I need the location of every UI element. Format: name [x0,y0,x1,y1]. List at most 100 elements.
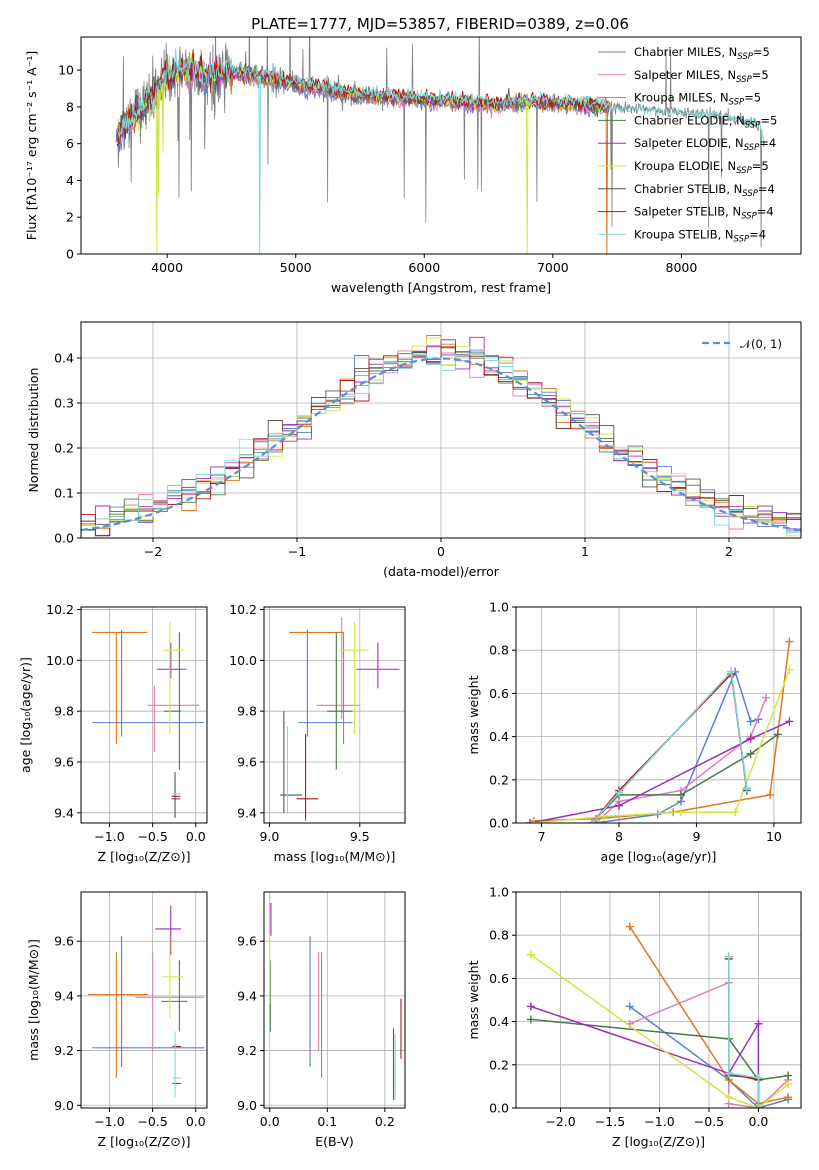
histogram-step-kroupa-stelib [81,353,801,534]
y-tick-label: 0 [66,247,74,262]
axes-residuals: −2 −1 0 1 2 0.0 0.1 0.2 0.3 0.4 (data-model)/error… [26,321,802,579]
x-axis-label: Z [log₁₀(Z/Z⊙)] [612,1134,705,1149]
y-axis-label: mass weight [466,675,481,754]
y-tick-label: 0.2 [54,441,74,456]
weight-marker-salpeter-elodie [525,819,534,823]
x-tick-label: 0.1 [317,1114,337,1129]
y-axis-label: Normed distribution [26,368,41,493]
y-tick-label: 9.4 [54,988,74,1003]
weight-marker-kroupa-miles [766,790,775,799]
weight-line-kroupa-stelib [591,670,748,823]
axes-frame [515,891,802,1109]
weight-line-kroupa-miles [629,926,789,1105]
y-tick-label: 9.4 [237,988,257,1003]
y-tick-label: 0.1 [54,486,74,501]
plot-area-age-vs-Z [92,622,205,818]
axes-frame [80,36,802,255]
weight-line-salpeter-elodie [529,720,790,823]
spectrum-legend: Chabrier MILES, NSSP=5 Salpeter MILES, NS… [598,45,777,244]
weight-line-salpeter-stelib [591,672,748,823]
y-tick-label: 0.0 [54,531,74,546]
x-tick-label: 9 [692,829,700,844]
weight-marker-kroupa-stelib [587,819,596,823]
weight-marker-kroupa-elodie [676,808,685,817]
x-tick-label: 7000 [537,260,569,275]
x-tick-label: −1.5 [595,1114,625,1129]
y-tick-label: 0.8 [489,928,509,943]
x-tick-label: −1.0 [644,1114,674,1129]
axes-frame [80,321,802,539]
plot-area-residuals [81,335,801,537]
x-tick-label: 8 [615,829,623,844]
weight-line-salpeter-elodie [530,1005,760,1108]
x-tick-label: 0.0 [749,1114,769,1129]
x-tick-label: 0 [437,544,445,559]
weight-marker-salpeter-elodie [754,1019,763,1028]
y-tick-label: 1.0 [489,600,509,615]
x-tick-label: 0.0 [186,1114,206,1129]
y-tick-label: 1.0 [489,885,509,900]
x-tick-label: −1.0 [94,829,124,844]
plot-area-spectrum [115,37,765,254]
x-tick-label: 5000 [280,260,312,275]
absorption-line [525,101,529,254]
y-tick-label: 0.2 [489,1057,509,1072]
y-tick-label: 10.2 [46,602,74,617]
weight-line-chabrier-miles [629,1005,789,1108]
y-tick-label: 10.2 [229,602,257,617]
y-tick-label: 9.6 [54,934,74,949]
y-axis-label: Flux [fλ10⁻¹⁷ erg cm⁻² s⁻¹ A⁻¹] [24,51,39,240]
plot-area-weight-vs-age [525,637,794,823]
absorption-line [157,89,160,196]
y-tick-label: 0.4 [54,351,74,366]
weight-marker-chabrier-elodie [676,790,685,799]
legend-label-normal: 𝒩(0, 1) [740,337,782,351]
x-axis-label: E(B-V) [315,1134,354,1149]
axes-mass-vs-Z: −1.0 −0.5 0.0 9.0 9.2 9.4 9.6 Z [log₁₀(Z/Z⊙)] ma… [26,891,208,1149]
y-tick-label: 0.3 [54,396,74,411]
x-tick-label: −2.0 [545,1114,575,1129]
weight-marker-kroupa-miles [625,922,634,931]
x-tick-label: 9.0 [259,829,279,844]
x-tick-label: 7 [538,829,546,844]
axes-frame [80,891,208,1109]
weight-marker-chabrier-elodie [526,1015,535,1024]
x-tick-label: −1.0 [94,1114,124,1129]
y-tick-label: 0.0 [489,816,509,831]
absorption-line [605,107,609,254]
y-tick-label: 10.0 [46,653,74,668]
y-tick-label: 9.2 [237,1043,257,1058]
weight-line-kroupa-stelib [728,956,760,1108]
y-tick-label: 9.8 [54,704,74,719]
x-tick-label: −0.5 [137,829,167,844]
y-axis-label: mass [log₁₀(M/M⊙)] [26,939,41,1061]
y-tick-label: 0.8 [489,643,509,658]
legend-label-kroupa-elodie: Kroupa ELODIE, NSSP=5 [634,159,769,176]
y-tick-label: 9.2 [54,1043,74,1058]
x-axis-label: mass [log₁₀(M/M⊙)] [274,849,396,864]
weight-marker-kroupa-stelib [727,667,736,676]
x-axis-label: wavelength [Angstrom, rest frame] [331,280,551,295]
absorption-line [155,92,159,254]
axes-spectrum: 4000 5000 6000 7000 8000 0 2 4 6 8 10 wavelength [A… [24,36,802,295]
axes-weight-vs-age: 7 8 9 10 0.0 0.2 0.4 0.6 0.8 1.0 age [log₁₀(age/yr… [466,600,802,864]
axes-frame [263,606,406,824]
x-tick-label: 2 [725,544,733,559]
x-tick-label: 4000 [151,260,183,275]
x-tick-label: 0.0 [186,829,206,844]
y-tick-label: 10 [58,63,74,78]
y-tick-label: 9.6 [237,934,257,949]
weight-line-kroupa-elodie [530,953,789,1108]
legend-label-kroupa-miles: Kroupa MILES, NSSP=5 [634,91,761,108]
weight-marker-kroupa-elodie [529,819,538,823]
plot-area-weight-vs-Z [526,922,793,1108]
x-tick-label: 0.0 [260,1114,280,1129]
weight-marker-chabrier-miles [625,1002,634,1011]
y-tick-label: 10.0 [229,653,257,668]
x-tick-label: −1 [288,544,306,559]
weight-line-chabrier-elodie [530,1018,789,1081]
y-tick-label: 6 [66,136,74,151]
x-tick-label: 0.2 [375,1114,395,1129]
legend-label-chabrier-stelib: Chabrier STELIB, NSSP=4 [634,182,775,199]
